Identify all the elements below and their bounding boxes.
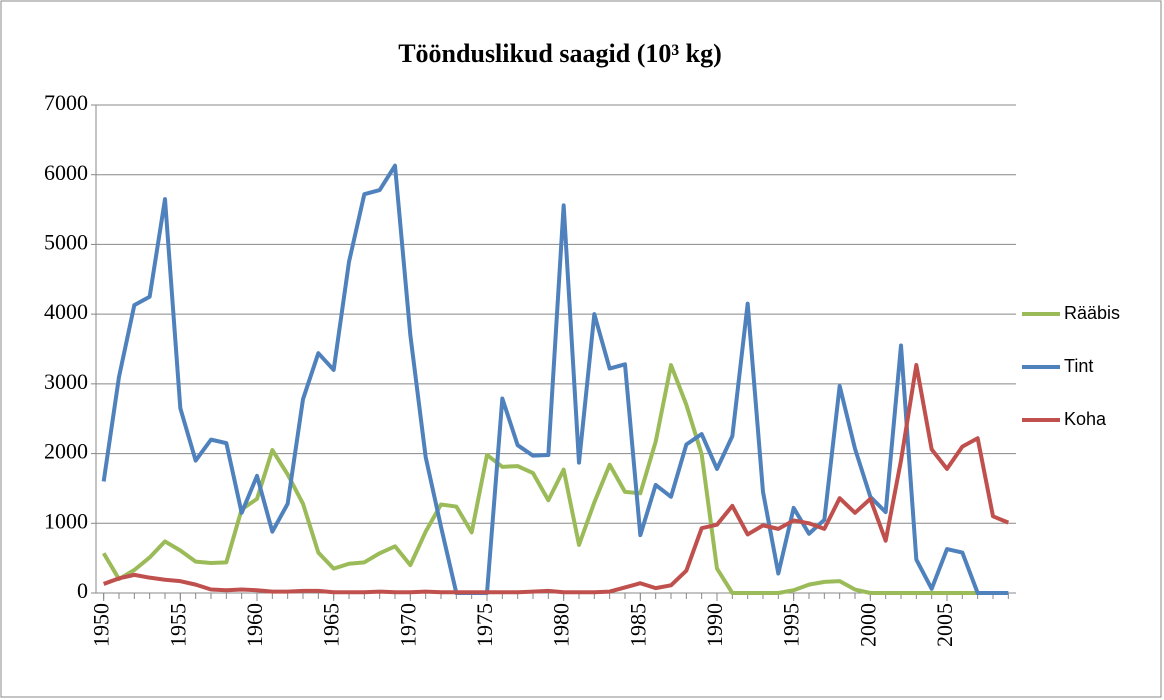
series-line — [102, 363, 1010, 595]
x-tick-label: 1970 — [395, 603, 420, 647]
series-line — [101, 163, 1009, 595]
y-tick-label: 5000 — [44, 229, 88, 254]
y-tick-label: 2000 — [44, 439, 88, 464]
y-tick-label: 7000 — [44, 90, 88, 115]
x-tick-label: 2005 — [932, 603, 957, 647]
x-tick-label: 1965 — [319, 603, 344, 647]
y-tick-label: 0 — [77, 578, 88, 603]
y-tick-label: 6000 — [44, 160, 88, 185]
x-tick-label: 1985 — [625, 603, 650, 647]
x-tick-label: 1955 — [165, 603, 190, 647]
legend-label: Koha — [1064, 409, 1107, 429]
legend-label: Tint — [1064, 356, 1093, 376]
y-tick-label: 3000 — [44, 369, 88, 394]
series-line — [101, 363, 978, 595]
y-tick-label: 4000 — [44, 299, 88, 324]
chart-title: Töönduslikud saagid (10³ kg) — [398, 39, 722, 68]
x-tick-label: 1980 — [549, 603, 574, 647]
legend-label: Rääbis — [1064, 303, 1120, 323]
x-tick-label: 2000 — [855, 603, 880, 647]
x-tick-label: 1960 — [242, 603, 267, 647]
x-tick-label: 1950 — [89, 603, 114, 647]
x-tick-label: 1995 — [779, 603, 804, 647]
x-tick-label: 1975 — [472, 603, 497, 647]
x-tick-label: 1990 — [702, 603, 727, 647]
y-tick-label: 1000 — [44, 508, 88, 533]
